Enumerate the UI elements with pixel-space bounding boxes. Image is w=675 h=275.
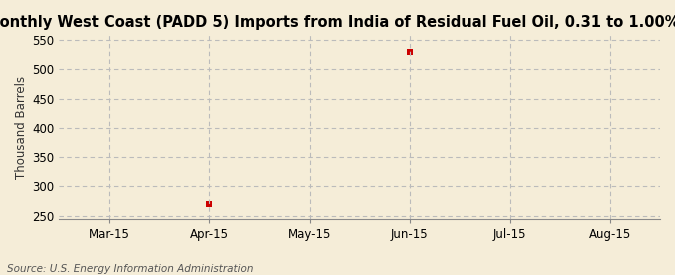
Text: Source: U.S. Energy Information Administration: Source: U.S. Energy Information Administ…: [7, 264, 253, 274]
Y-axis label: Thousand Barrels: Thousand Barrels: [15, 75, 28, 178]
Title: Monthly West Coast (PADD 5) Imports from India of Residual Fuel Oil, 0.31 to 1.0: Monthly West Coast (PADD 5) Imports from…: [0, 15, 675, 30]
